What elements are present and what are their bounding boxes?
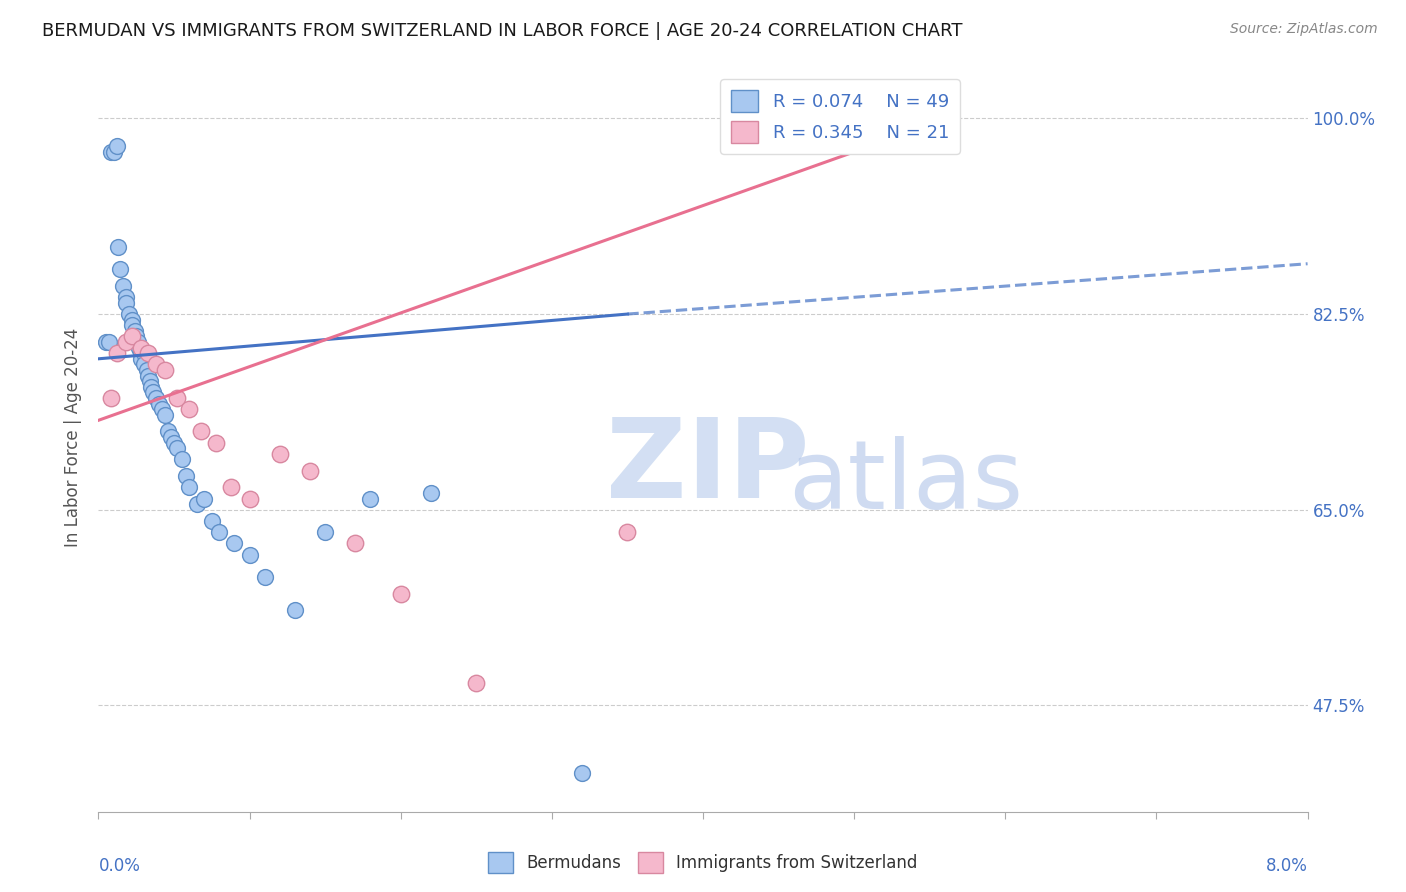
Point bbox=[201, 514, 224, 528]
Point bbox=[221, 480, 243, 494]
Point bbox=[163, 435, 186, 450]
Text: 8.0%: 8.0% bbox=[1265, 856, 1308, 875]
Point bbox=[208, 525, 231, 540]
Point bbox=[139, 374, 162, 388]
Point bbox=[111, 279, 134, 293]
Point bbox=[571, 765, 593, 780]
Point bbox=[100, 391, 122, 405]
Point bbox=[127, 334, 149, 349]
Point bbox=[314, 525, 336, 540]
Point bbox=[135, 363, 157, 377]
Point bbox=[103, 145, 125, 159]
Point bbox=[186, 497, 208, 511]
Point bbox=[121, 329, 143, 343]
Point bbox=[128, 341, 150, 355]
Point bbox=[100, 145, 122, 159]
Text: atlas: atlas bbox=[787, 435, 1022, 529]
Text: Source: ZipAtlas.com: Source: ZipAtlas.com bbox=[1230, 22, 1378, 37]
Point bbox=[142, 385, 165, 400]
Point bbox=[269, 447, 291, 461]
Point bbox=[129, 341, 152, 355]
Point bbox=[170, 452, 193, 467]
Point bbox=[360, 491, 382, 506]
Point bbox=[105, 139, 128, 153]
Text: 0.0%: 0.0% bbox=[98, 856, 141, 875]
Point bbox=[148, 396, 170, 410]
Point bbox=[108, 262, 131, 277]
Point bbox=[121, 318, 143, 333]
Point bbox=[166, 442, 188, 456]
Point bbox=[224, 536, 246, 550]
Point bbox=[253, 570, 276, 584]
Point bbox=[94, 334, 117, 349]
Point bbox=[166, 391, 188, 405]
Point bbox=[153, 408, 176, 422]
Point bbox=[420, 486, 443, 500]
Point bbox=[160, 430, 183, 444]
Point bbox=[129, 346, 152, 360]
Point bbox=[145, 358, 167, 372]
Point bbox=[132, 346, 155, 360]
Point bbox=[124, 324, 146, 338]
Point bbox=[118, 307, 141, 321]
Point bbox=[98, 334, 121, 349]
Point bbox=[141, 380, 163, 394]
Point bbox=[114, 296, 136, 310]
Legend: R = 0.074    N = 49, R = 0.345    N = 21: R = 0.074 N = 49, R = 0.345 N = 21 bbox=[720, 79, 960, 153]
Point bbox=[150, 402, 173, 417]
Point bbox=[239, 491, 262, 506]
Point bbox=[179, 402, 201, 417]
Point bbox=[616, 525, 638, 540]
Point bbox=[107, 240, 129, 254]
Point bbox=[465, 676, 488, 690]
Point bbox=[136, 346, 159, 360]
Point bbox=[156, 425, 179, 439]
Point bbox=[389, 587, 412, 601]
Point bbox=[299, 464, 322, 478]
Text: BERMUDAN VS IMMIGRANTS FROM SWITZERLAND IN LABOR FORCE | AGE 20-24 CORRELATION C: BERMUDAN VS IMMIGRANTS FROM SWITZERLAND … bbox=[42, 22, 963, 40]
Point bbox=[125, 329, 148, 343]
Point bbox=[114, 334, 136, 349]
Point bbox=[179, 480, 201, 494]
Point bbox=[205, 435, 228, 450]
Point bbox=[190, 425, 212, 439]
Legend: Bermudans, Immigrants from Switzerland: Bermudans, Immigrants from Switzerland bbox=[481, 846, 925, 880]
Point bbox=[114, 290, 136, 304]
Point bbox=[121, 312, 143, 326]
Point bbox=[174, 469, 197, 483]
Point bbox=[193, 491, 215, 506]
Y-axis label: In Labor Force | Age 20-24: In Labor Force | Age 20-24 bbox=[65, 327, 83, 547]
Point bbox=[284, 603, 307, 617]
Point bbox=[844, 112, 866, 126]
Point bbox=[105, 346, 128, 360]
Point bbox=[129, 351, 152, 366]
Point bbox=[239, 548, 262, 562]
Point bbox=[132, 358, 155, 372]
Text: ZIP: ZIP bbox=[606, 414, 810, 521]
Point bbox=[344, 536, 367, 550]
Point bbox=[153, 363, 176, 377]
Point bbox=[145, 391, 167, 405]
Point bbox=[136, 368, 159, 383]
